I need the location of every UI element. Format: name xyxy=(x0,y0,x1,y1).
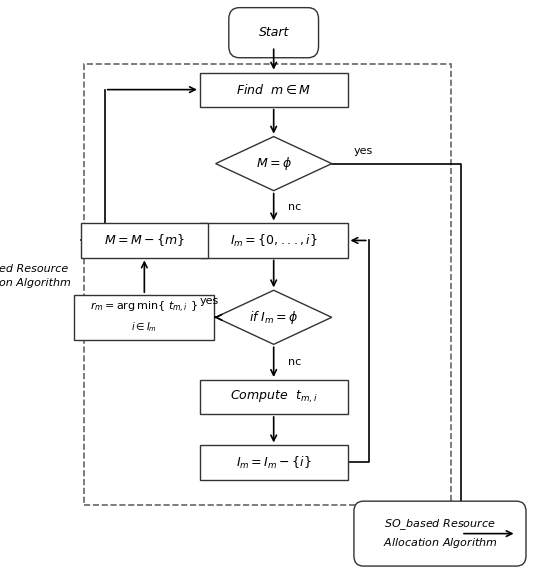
Text: nc: nc xyxy=(288,357,301,367)
Polygon shape xyxy=(216,290,331,344)
Text: $I_m = \{0,...,i\}$: $I_m = \{0,...,i\}$ xyxy=(230,232,317,248)
Text: yes: yes xyxy=(354,146,373,156)
Text: Start: Start xyxy=(259,26,289,39)
Text: $M = \phi$: $M = \phi$ xyxy=(255,155,292,172)
Bar xyxy=(74,295,215,340)
Text: $Find\ \ m\in M$: $Find\ \ m\in M$ xyxy=(236,82,311,97)
Text: ed Resource: ed Resource xyxy=(0,264,68,274)
Bar xyxy=(84,64,451,505)
Text: $I_m = I_m - \{i\}$: $I_m = I_m - \{i\}$ xyxy=(236,454,312,471)
Bar xyxy=(200,380,348,414)
Text: $if\ I_m = \phi$: $if\ I_m = \phi$ xyxy=(249,309,299,326)
Text: $Allocation\ Algorithm$: $Allocation\ Algorithm$ xyxy=(383,536,497,550)
FancyBboxPatch shape xyxy=(229,7,319,58)
Bar xyxy=(81,224,208,257)
Text: $SO\_based\ Resource$: $SO\_based\ Resource$ xyxy=(384,517,496,532)
Text: on Algorithm: on Algorithm xyxy=(0,278,71,288)
Text: $i\in I_m$: $i\in I_m$ xyxy=(132,321,157,335)
Polygon shape xyxy=(216,137,331,190)
Text: $r_m = \arg\min\{\ t_{m,i}\ \}$: $r_m = \arg\min\{\ t_{m,i}\ \}$ xyxy=(91,300,198,315)
Text: yes: yes xyxy=(200,296,219,307)
Bar xyxy=(200,224,348,257)
Text: $Compute\ \ t_{m,i}$: $Compute\ \ t_{m,i}$ xyxy=(230,389,317,405)
FancyBboxPatch shape xyxy=(354,501,526,566)
Text: nc: nc xyxy=(288,202,301,212)
Bar xyxy=(200,446,348,479)
Bar xyxy=(200,73,348,107)
Text: $M = M - \{m\}$: $M = M - \{m\}$ xyxy=(104,232,185,248)
